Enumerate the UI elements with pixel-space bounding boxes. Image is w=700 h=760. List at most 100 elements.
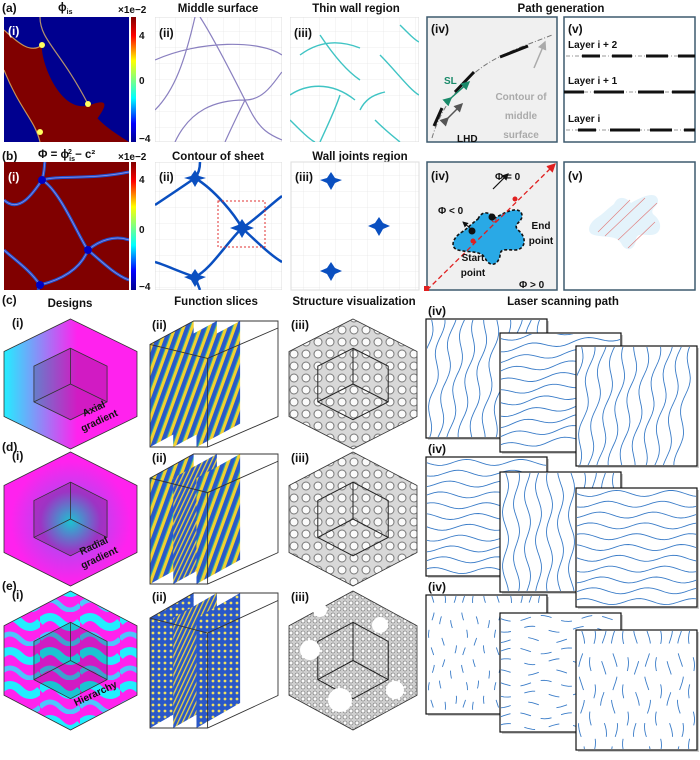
scan-line xyxy=(688,631,695,749)
scan-line xyxy=(587,347,607,465)
scan-line xyxy=(589,631,596,749)
hatch-fill-panel xyxy=(563,161,696,291)
scan-line xyxy=(428,596,435,713)
colorbar-scale: ×1e−2 xyxy=(118,5,147,16)
design-cube xyxy=(3,318,138,450)
scan-line xyxy=(666,631,673,749)
scan-line xyxy=(655,631,662,749)
scan-line xyxy=(577,587,696,595)
sub-label: (i) xyxy=(8,170,19,184)
sub-label: (v) xyxy=(568,22,583,36)
laser-path-layer xyxy=(575,345,699,468)
laser-scanning-title: Laser scanning path xyxy=(507,296,619,308)
scan-line xyxy=(577,511,696,519)
scan-line xyxy=(622,631,629,749)
end-point-label: End point xyxy=(529,221,554,247)
phi-negative-label: Φ < 0 xyxy=(438,206,464,217)
layer-label: Layer i xyxy=(568,114,600,125)
phi-zero-label: Φ = 0 xyxy=(495,172,521,183)
scan-line xyxy=(428,320,446,437)
scan-line xyxy=(643,347,662,465)
designs-title: Designs xyxy=(48,298,93,310)
scan-line xyxy=(578,347,596,465)
sub-label: (iv) xyxy=(428,580,446,594)
scan-line xyxy=(673,347,691,465)
panel-label: (c) xyxy=(2,293,17,307)
contour-label: Contour of middle surface xyxy=(495,92,547,141)
colorbar-scale: ×1e−2 xyxy=(118,152,147,163)
scan-line xyxy=(662,347,682,465)
middle-surface-title: Middle surface xyxy=(178,3,259,15)
phi-is-title: ϕis xyxy=(58,2,73,16)
scan-line xyxy=(557,473,564,591)
sub-label: (ii) xyxy=(152,590,167,604)
start-point-label: Start point xyxy=(461,253,486,279)
sub-label: (iv) xyxy=(431,22,449,36)
structure-cube xyxy=(288,590,418,731)
panel-label: (e) xyxy=(2,579,17,593)
scan-line xyxy=(501,337,620,353)
thin-wall-title: Thin wall region xyxy=(312,3,400,15)
sub-label: (iii) xyxy=(294,26,312,40)
contour-sheet-title: Contour of sheet xyxy=(172,151,264,163)
middle-surface-plot xyxy=(155,17,282,142)
colorbar-tick: 0 xyxy=(139,225,145,236)
scan-line xyxy=(568,473,575,591)
colorbar-tick: −4 xyxy=(139,134,151,145)
scan-line xyxy=(600,631,607,749)
sub-label: (i) xyxy=(12,316,23,330)
lhd-label: LHD xyxy=(457,134,478,145)
scan-line xyxy=(535,473,542,591)
scan-line xyxy=(577,554,696,562)
sub-label: (ii) xyxy=(159,26,174,40)
row-d: (d)(i)Radialgradient(ii) (iii)(iv) xyxy=(2,440,699,609)
colorbar-tick: 4 xyxy=(139,31,145,42)
sub-label: (iv) xyxy=(431,169,449,183)
scan-line xyxy=(577,565,696,573)
scan-line xyxy=(427,458,546,466)
layer-label: Layer i + 2 xyxy=(568,40,618,51)
panel-label: (d) xyxy=(2,440,17,454)
path-generation-title: Path generation xyxy=(518,3,605,15)
scan-line xyxy=(501,701,620,709)
colorbar-tick: −4 xyxy=(139,282,151,293)
scan-line xyxy=(577,544,696,551)
sub-label: (i) xyxy=(12,588,23,602)
row-c: (c)(i)Axialgradient(ii) (iii)(iv) xyxy=(2,293,699,468)
layers-panel xyxy=(563,16,696,143)
scan-line xyxy=(644,631,651,749)
scan-line xyxy=(654,347,673,465)
scan-line xyxy=(501,636,620,644)
sub-label: (iii) xyxy=(291,318,309,332)
panel-label-a: (a) xyxy=(2,1,17,15)
structure-cube xyxy=(288,451,418,587)
sub-label: (ii) xyxy=(159,170,174,184)
scan-line xyxy=(461,596,468,713)
scan-line xyxy=(457,320,475,437)
scan-line xyxy=(513,473,520,591)
phi-colormap xyxy=(4,162,129,290)
function-slices xyxy=(149,592,279,729)
scan-line xyxy=(446,320,465,437)
scan-line xyxy=(577,598,696,606)
sub-label: (v) xyxy=(568,169,583,183)
laser-path-layer xyxy=(575,487,699,609)
structure-visualization-title: Structure visualization xyxy=(292,296,415,308)
scan-line xyxy=(577,533,696,541)
design-cube xyxy=(3,590,138,731)
panel-label-b: (b) xyxy=(2,149,17,163)
scan-line xyxy=(577,576,696,584)
scan-line xyxy=(577,347,584,377)
scan-line xyxy=(546,473,553,591)
scan-line xyxy=(577,500,696,508)
scan-line xyxy=(619,347,638,465)
scan-line xyxy=(631,347,650,465)
scan-line xyxy=(502,473,509,591)
row-e: (e)(i)Hierarchy(ii) (iii)(iv) xyxy=(2,579,699,752)
sub-label: (i) xyxy=(12,449,23,463)
scan-line xyxy=(469,320,488,437)
colorbar-tick: 4 xyxy=(139,175,145,186)
sub-label: (iv) xyxy=(428,442,446,456)
function-slices xyxy=(149,320,279,448)
thin-wall-plot xyxy=(290,17,419,142)
